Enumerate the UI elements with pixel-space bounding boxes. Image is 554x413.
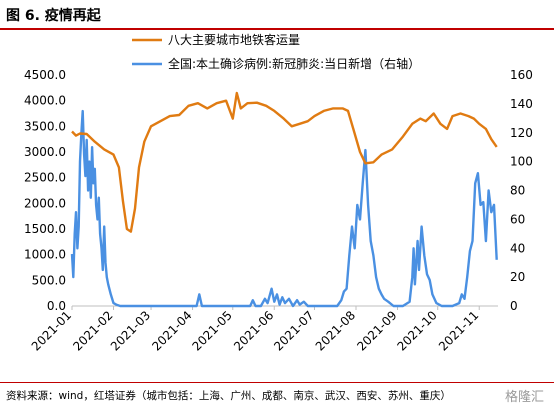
chart-plot bbox=[70, 91, 498, 308]
x-tick-label: 2021-08 bbox=[313, 308, 358, 353]
y-left-tick-label: 3000.0 bbox=[24, 145, 66, 159]
bottom-divider bbox=[0, 382, 554, 383]
watermark-logo: 格隆汇 bbox=[502, 386, 546, 405]
x-tick-label: 2021-09 bbox=[354, 308, 399, 353]
y-right-tick-label: 40 bbox=[510, 241, 525, 255]
y-right-tick-label: 20 bbox=[510, 270, 525, 284]
x-tick-label: 2021-06 bbox=[231, 308, 276, 353]
legend-label: 八大主要城市地铁客运量 bbox=[168, 32, 300, 47]
x-tick-label: 2021-01 bbox=[29, 308, 74, 353]
y-right-tick-label: 80 bbox=[510, 184, 525, 198]
source-note: 资料来源：wind，红塔证券（城市包括：上海、广州、成都、南京、武汉、西安、苏州… bbox=[6, 390, 451, 402]
series-line-new-cases bbox=[70, 109, 498, 308]
y-right-tick-label: 60 bbox=[510, 212, 525, 226]
y-right-tick-label: 160 bbox=[510, 68, 533, 82]
y-left-tick-label: 4000.0 bbox=[24, 94, 66, 108]
series-line-metro-ridership bbox=[71, 91, 498, 233]
x-tick-label: 2021-03 bbox=[108, 308, 153, 353]
x-tick-label: 2021-02 bbox=[70, 308, 115, 353]
y-left-tick-label: 4500.0 bbox=[24, 68, 66, 82]
x-tick-label: 2021-07 bbox=[271, 308, 316, 353]
chart-svg: 0.0 500.0 1000.0 1500.0 2000.0 2500.0 3000.0 35… bbox=[24, 32, 533, 354]
y-left-tick-label: 2500.0 bbox=[24, 171, 66, 185]
y-right-tick-label: 0 bbox=[510, 299, 518, 313]
y-right-tick-label: 140 bbox=[510, 97, 533, 111]
y-left-tick-label: 500.0 bbox=[32, 273, 66, 287]
top-divider bbox=[0, 28, 554, 30]
y-right-tick-label: 120 bbox=[510, 126, 533, 140]
y-left-tick-label: 1000.0 bbox=[24, 248, 66, 262]
x-tick-label: 2021-05 bbox=[190, 308, 235, 353]
x-tick-label: 2021-10 bbox=[394, 308, 439, 353]
y-left-tick-label: 3500.0 bbox=[24, 119, 66, 133]
x-tick-label: 2021-11 bbox=[436, 308, 481, 353]
y-left-tick-label: 2000.0 bbox=[24, 196, 66, 210]
y-right-tick-label: 100 bbox=[510, 155, 533, 169]
y-left-tick-label: 1500.0 bbox=[24, 222, 66, 236]
legend-label: 全国:本土确诊病例:新冠肺炎:当日新增（右轴） bbox=[168, 56, 420, 71]
x-tick-label: 2021-04 bbox=[149, 308, 194, 353]
y-left-tick-label: 0.0 bbox=[47, 299, 66, 313]
figure-title: 图 6. 疫情再起 bbox=[6, 8, 101, 24]
